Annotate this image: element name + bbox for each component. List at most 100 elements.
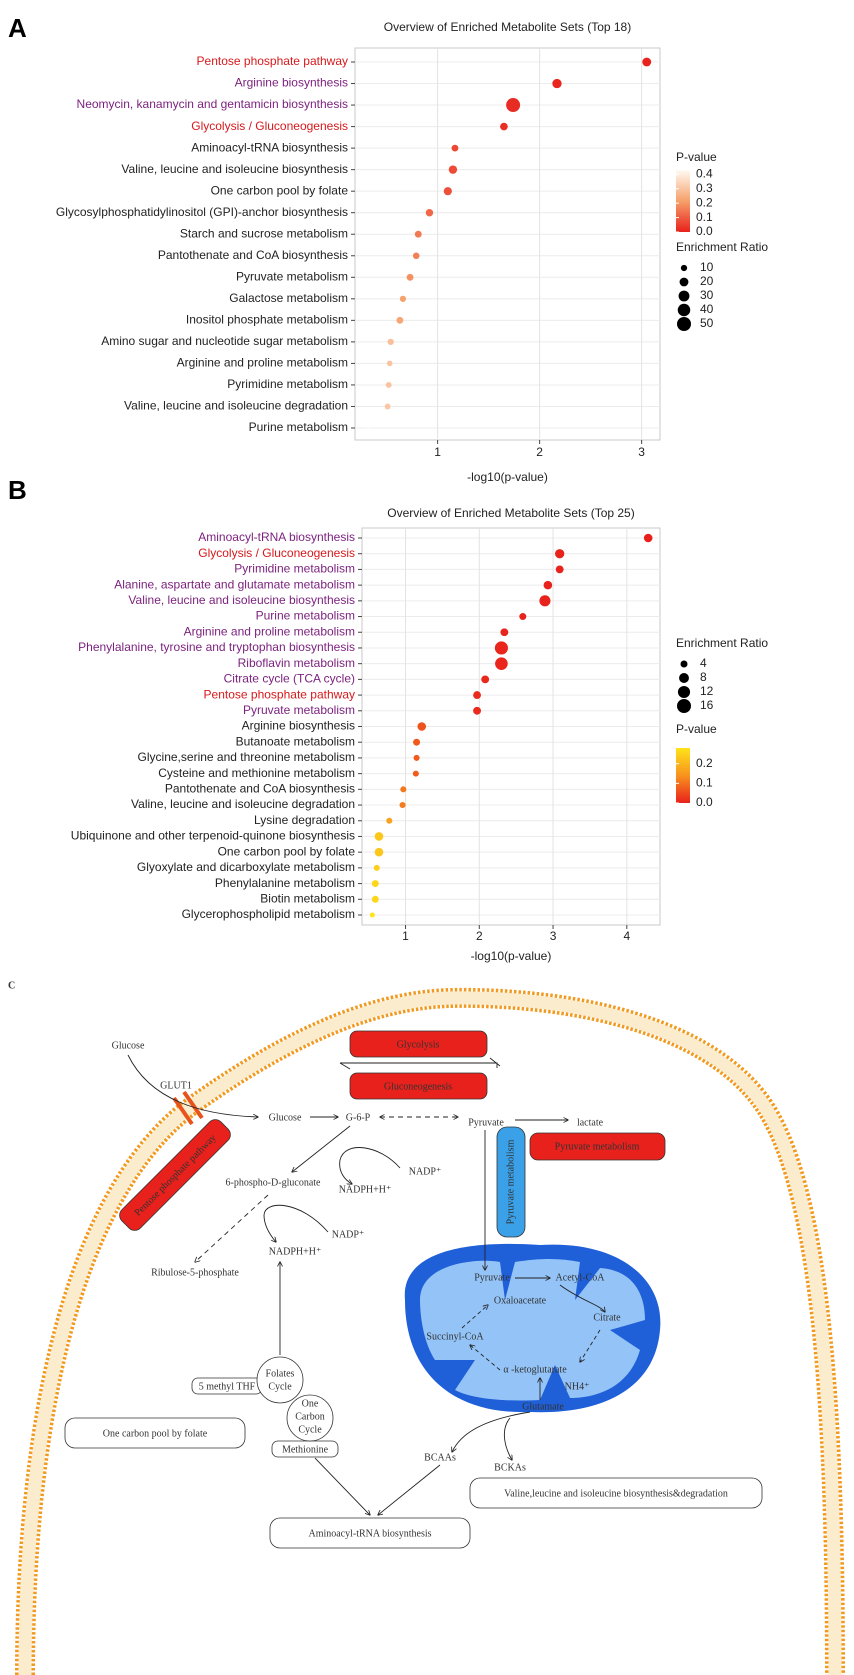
dot: [385, 381, 392, 388]
dot: [374, 832, 384, 841]
legend-dot: [679, 277, 689, 287]
chart: A Overview of Enriched Metabolite Sets (T…: [8, 13, 768, 484]
y-tick-label: Arginine biosynthesis: [242, 719, 355, 733]
y-tick-label: Glycine,serine and threonine metabolism: [138, 750, 355, 764]
dot: [543, 580, 553, 590]
y-tick-label: Citrate cycle (TCA cycle): [224, 672, 355, 686]
legend-label: 12: [700, 684, 714, 698]
y-tick-label: Glycolysis / Gluconeogenesis: [198, 546, 355, 560]
label: NADPH+H⁺: [339, 1184, 392, 1195]
y-tick-label: Glycerophospholipid metabolism: [182, 907, 355, 921]
label: NADPH+H⁺: [269, 1246, 322, 1257]
x-axis-label: -log10(p-value): [471, 949, 552, 963]
membrane-inner: [18, 991, 842, 1675]
legend-tick-label: 0.1: [696, 776, 713, 790]
legend-title: Enrichment Ratio: [676, 240, 768, 254]
label: Glucose: [112, 1040, 145, 1051]
x-tick-label: 2: [476, 929, 483, 943]
dot: [500, 628, 509, 637]
dot: [412, 770, 419, 777]
y-tick-label: Aminoacyl-tRNA biosynthesis: [198, 530, 355, 544]
legend-tick-label: 0.1: [696, 210, 713, 224]
label: Folates: [266, 1368, 295, 1379]
legend-title: P-value: [676, 150, 717, 164]
x-tick-label: 1: [402, 929, 409, 943]
dot: [406, 273, 414, 281]
legend-tick-label: 0.0: [696, 224, 713, 238]
label: Citrate: [593, 1312, 621, 1323]
label: GLUT1: [160, 1080, 192, 1091]
legend-label: 10: [700, 260, 714, 274]
y-tick-label: Glycosylphosphatidylinositol (GPI)-ancho…: [56, 205, 348, 219]
dot: [539, 595, 551, 607]
legend-label: 40: [700, 302, 714, 316]
y-tick-label: Glycolysis / Gluconeogenesis: [191, 119, 348, 133]
dot: [387, 338, 394, 346]
x-tick-label: 3: [550, 929, 557, 943]
dot: [448, 165, 458, 174]
legend-label: 4: [700, 656, 707, 670]
pathway-box: [349, 1030, 488, 1058]
legend-tick-label: 0.2: [696, 195, 713, 209]
dot: [366, 426, 370, 430]
x-tick-label: 3: [638, 445, 645, 459]
arrow: [461, 1305, 488, 1329]
arrow: [503, 1417, 512, 1460]
pathway-box: [469, 1477, 763, 1509]
y-tick-label: Valine, leucine and isoleucine biosynthe…: [128, 593, 355, 607]
label: lactate: [577, 1117, 604, 1128]
dot: [552, 78, 562, 89]
arrow: [339, 1147, 401, 1184]
label: Glycolysis: [397, 1039, 440, 1050]
color-bar: [676, 170, 690, 232]
dot: [414, 230, 422, 238]
dot: [481, 675, 490, 684]
y-tick-label: Ubiquinone and other terpenoid-quinone b…: [71, 829, 355, 843]
legend-label: 8: [700, 670, 707, 684]
legend-dot: [677, 685, 691, 699]
dot: [384, 403, 391, 410]
dot: [642, 57, 652, 67]
pathway-box: [269, 1517, 471, 1549]
label: Pyruvate: [474, 1272, 510, 1283]
y-tick-label: Arginine biosynthesis: [235, 76, 348, 90]
label: Pyruvate metabolism: [505, 1139, 516, 1224]
plot-area: [354, 47, 661, 441]
label: Cycle: [298, 1424, 322, 1435]
dot: [473, 706, 481, 715]
chart-title: Overview of Enriched Metabolite Sets (To…: [387, 506, 634, 520]
legend-dot: [677, 699, 691, 713]
label: NADP⁺: [332, 1229, 365, 1240]
legend-title: Enrichment Ratio: [676, 636, 768, 650]
dot: [413, 754, 420, 761]
dot: [417, 722, 427, 731]
label: 6-phospho-D-gluconate: [226, 1177, 322, 1188]
legend-label: 16: [700, 698, 714, 712]
y-tick-label: Valine, leucine and isoleucine degradati…: [131, 797, 355, 811]
dot: [494, 641, 508, 655]
label: Gluconeogenesis: [384, 1081, 452, 1092]
label: One carbon pool by folate: [103, 1428, 208, 1439]
y-tick-label: One carbon pool by folate: [211, 183, 349, 197]
legend-tick-label: 0.2: [696, 756, 713, 770]
arrow: [127, 1054, 258, 1117]
y-tick-label: Riboflavin metabolism: [238, 656, 355, 670]
dot: [451, 144, 459, 152]
dot: [412, 252, 420, 260]
dot: [519, 613, 527, 621]
y-tick-label: Pantothenate and CoA biosynthesis: [158, 248, 348, 262]
chart-title: Overview of Enriched Metabolite Sets (To…: [384, 20, 631, 34]
y-tick-label: Pyruvate metabolism: [236, 269, 348, 283]
arrow: [195, 1194, 269, 1262]
legend-dot: [680, 660, 688, 668]
label: G-6-P: [346, 1112, 371, 1123]
dot: [373, 864, 380, 871]
node-box: [271, 1440, 339, 1458]
x-tick-label: 2: [536, 445, 543, 459]
dot: [386, 817, 393, 824]
y-tick-label: Arginine and proline metabolism: [177, 356, 348, 370]
label: Oxaloacetate: [494, 1295, 547, 1306]
dot: [386, 360, 393, 367]
y-tick-label: Aminoacyl-tRNA biosynthesis: [191, 140, 348, 154]
